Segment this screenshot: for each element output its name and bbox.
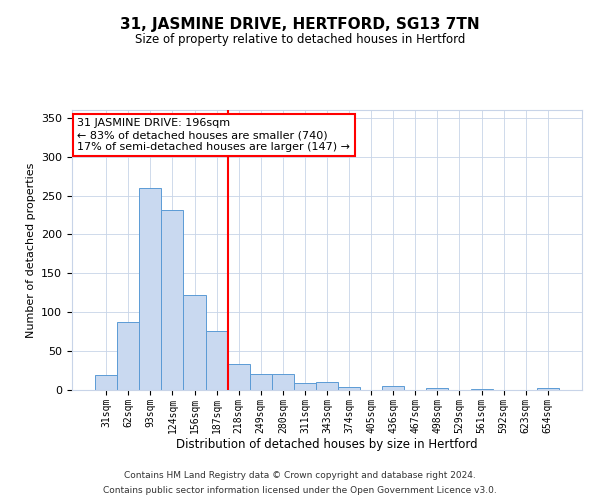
Text: Contains HM Land Registry data © Crown copyright and database right 2024.: Contains HM Land Registry data © Crown c…: [124, 471, 476, 480]
Bar: [382, 386, 404, 390]
Bar: [272, 374, 294, 390]
X-axis label: Distribution of detached houses by size in Hertford: Distribution of detached houses by size …: [176, 438, 478, 452]
Text: Contains public sector information licensed under the Open Government Licence v3: Contains public sector information licen…: [103, 486, 497, 495]
Bar: [537, 388, 559, 390]
Y-axis label: Number of detached properties: Number of detached properties: [26, 162, 35, 338]
Bar: [117, 322, 139, 390]
Bar: [294, 383, 316, 390]
Bar: [427, 388, 448, 390]
Bar: [184, 295, 206, 390]
Text: 31, JASMINE DRIVE, HERTFORD, SG13 7TN: 31, JASMINE DRIVE, HERTFORD, SG13 7TN: [120, 18, 480, 32]
Bar: [139, 188, 161, 390]
Bar: [470, 389, 493, 390]
Bar: [95, 375, 117, 390]
Bar: [250, 374, 272, 390]
Text: 31 JASMINE DRIVE: 196sqm
← 83% of detached houses are smaller (740)
17% of semi-: 31 JASMINE DRIVE: 196sqm ← 83% of detach…: [77, 118, 350, 152]
Text: Size of property relative to detached houses in Hertford: Size of property relative to detached ho…: [135, 32, 465, 46]
Bar: [206, 331, 227, 390]
Bar: [338, 387, 360, 390]
Bar: [316, 382, 338, 390]
Bar: [161, 210, 184, 390]
Bar: [227, 364, 250, 390]
